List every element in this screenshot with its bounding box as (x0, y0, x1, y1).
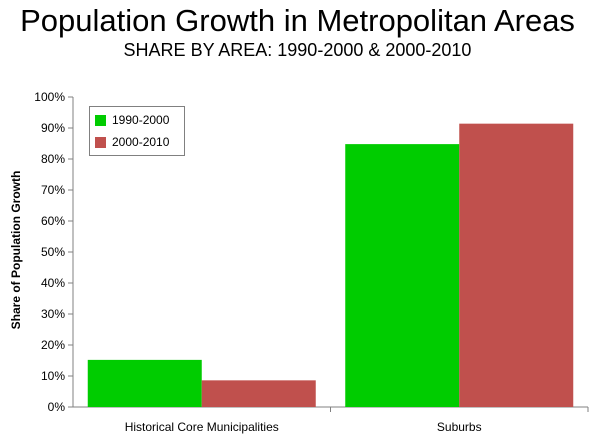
y-tick-label: 10% (41, 369, 65, 383)
bar-2-2 (459, 123, 574, 407)
y-tick-label: 50% (41, 245, 65, 259)
x-tick-label: Suburbs (437, 420, 482, 434)
bar-1-2 (345, 144, 460, 407)
y-tick-label: 90% (41, 121, 65, 135)
legend-item-series-1: 1990-2000 (95, 112, 169, 128)
y-tick-labels: 0% 10% 20% 30% 40% 50% 60% 70% 80% 90% 100% (34, 90, 65, 414)
legend-label-series-1: 1990-2000 (112, 113, 170, 127)
y-tick-label: 40% (41, 276, 65, 290)
chart-bars (87, 123, 574, 407)
x-tick-label: Historical Core Municipalities (125, 420, 279, 434)
y-tick-label: 20% (41, 338, 65, 352)
chart-subtitle: SHARE BY AREA: 1990-2000 & 2000-2010 (123, 40, 472, 60)
legend-item-series-2: 2000-2010 (95, 134, 169, 150)
x-tick-labels: Historical Core Municipalities Suburbs (125, 420, 482, 434)
y-tick-label: 70% (41, 183, 65, 197)
bar-2-1 (201, 380, 316, 407)
bar-1-1 (87, 359, 202, 407)
y-tick-label: 80% (41, 152, 65, 166)
legend-swatch-series-2 (95, 136, 106, 148)
y-tick-label: 0% (48, 400, 66, 414)
chart-legend: 1990-2000 2000-2010 (89, 106, 185, 156)
y-tick-label: 30% (41, 307, 65, 321)
y-tick-label: 60% (41, 214, 65, 228)
y-tick-label: 100% (34, 90, 65, 104)
chart-title: Population Growth in Metropolitan Areas (20, 3, 575, 38)
legend-label-series-2: 2000-2010 (112, 135, 170, 149)
legend-swatch-series-1 (95, 114, 106, 126)
y-axis-label: Share of Population Growth (9, 171, 23, 330)
